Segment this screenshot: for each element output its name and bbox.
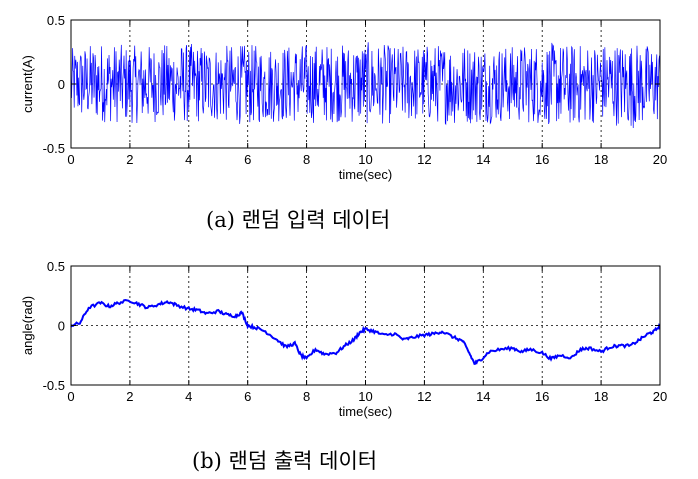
y-tick-label: 0.5 bbox=[47, 259, 65, 274]
x-tick-label: 16 bbox=[535, 152, 549, 167]
x-tick-label: 0 bbox=[67, 152, 74, 167]
caption-a: (a) 랜덤 입력 데이터 bbox=[206, 208, 390, 232]
x-tick-label: 20 bbox=[653, 152, 667, 167]
chart-angle: 0 2 4 6 8 10 12 14 16 18 20-0.500.5time(sec)angle(… bbox=[20, 259, 667, 419]
x-tick-label: 14 bbox=[476, 152, 490, 167]
series-line-current bbox=[70, 42, 661, 128]
y-tick-label: -0.5 bbox=[43, 378, 65, 393]
x-tick-label: 8 bbox=[303, 389, 310, 404]
x-tick-label: 18 bbox=[594, 389, 608, 404]
y-axis-label: angle(rad) bbox=[20, 296, 35, 355]
caption-b: (b) 랜덤 출력 데이터 bbox=[192, 449, 377, 473]
x-tick-label: 12 bbox=[417, 389, 431, 404]
x-tick-label: 0 bbox=[67, 389, 74, 404]
x-tick-label: 2 bbox=[126, 389, 133, 404]
x-tick-label: 4 bbox=[185, 389, 192, 404]
x-tick-label: 6 bbox=[244, 389, 251, 404]
x-tick-label: 2 bbox=[126, 152, 133, 167]
x-tick-label: 8 bbox=[303, 152, 310, 167]
x-tick-label: 6 bbox=[244, 152, 251, 167]
x-tick-label: 10 bbox=[358, 389, 372, 404]
x-tick-label: 14 bbox=[476, 389, 490, 404]
y-tick-label: 0 bbox=[58, 77, 65, 92]
x-tick-label: 20 bbox=[653, 389, 667, 404]
series-line-angle bbox=[70, 299, 661, 365]
x-tick-label: 10 bbox=[358, 152, 372, 167]
y-tick-label: 0 bbox=[58, 319, 65, 334]
y-tick-label: 0.5 bbox=[47, 13, 65, 28]
y-axis-label: current(A) bbox=[20, 55, 35, 113]
x-tick-label: 4 bbox=[185, 152, 192, 167]
chart-current: 0 2 4 6 8 10 12 14 16 18 20-0.500.5time(sec)curren… bbox=[20, 13, 667, 182]
x-tick-label: 16 bbox=[535, 389, 549, 404]
y-tick-label: -0.5 bbox=[43, 141, 65, 156]
x-tick-label: 12 bbox=[417, 152, 431, 167]
x-tick-label: 18 bbox=[594, 152, 608, 167]
x-axis-label: time(sec) bbox=[339, 404, 392, 419]
x-axis-label: time(sec) bbox=[339, 167, 392, 182]
